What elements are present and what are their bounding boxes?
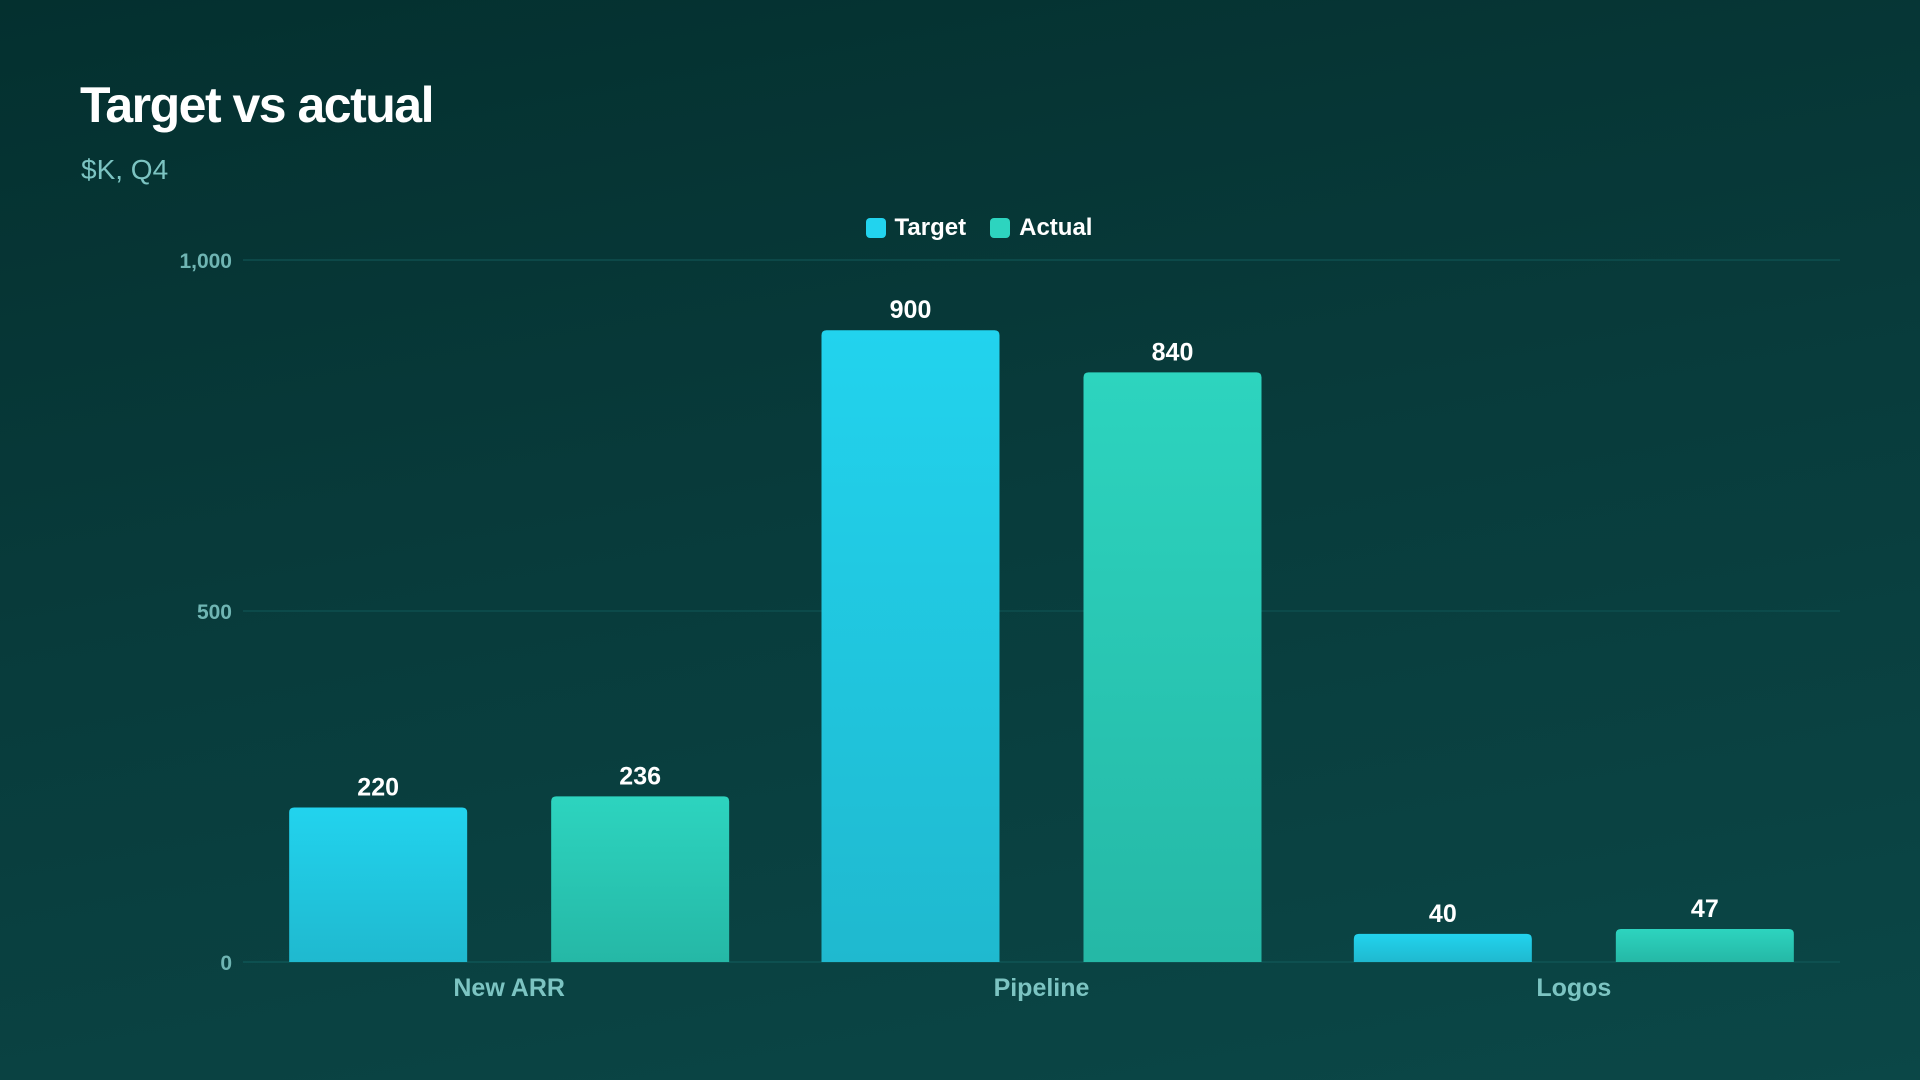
legend-swatch-target [865,218,886,238]
data-label: 236 [619,762,661,790]
legend-label-target: Target [894,214,967,241]
data-label: 220 [357,774,399,802]
data-label: 40 [1429,900,1457,928]
y-tick-label: 1,000 [179,250,232,273]
chart-subtitle: $K, Q4 [81,154,169,185]
y-tick-label: 0 [220,952,232,975]
bar-target [1353,933,1532,962]
data-label: 47 [1691,895,1719,923]
legend-label-actual: Actual [1019,214,1093,241]
bar-target [821,330,1000,962]
data-label: 840 [1152,338,1194,366]
legend-item-target: Target [865,214,967,242]
legend-item-actual: Actual [990,214,1092,242]
x-tick-label: New ARR [453,974,565,1002]
bar-target [289,807,468,962]
data-label: 900 [890,296,932,324]
x-tick-label: Logos [1536,974,1611,1002]
x-tick-label: Pipeline [994,974,1090,1002]
y-tick-label: 500 [197,601,232,624]
legend-swatch-actual [990,218,1011,238]
chart-legend: Target Actual [0,214,1920,242]
bar-actual [1615,929,1794,962]
bar-actual [1083,372,1262,962]
bar-actual [551,796,730,962]
chart-title: Target vs actual [80,77,435,133]
